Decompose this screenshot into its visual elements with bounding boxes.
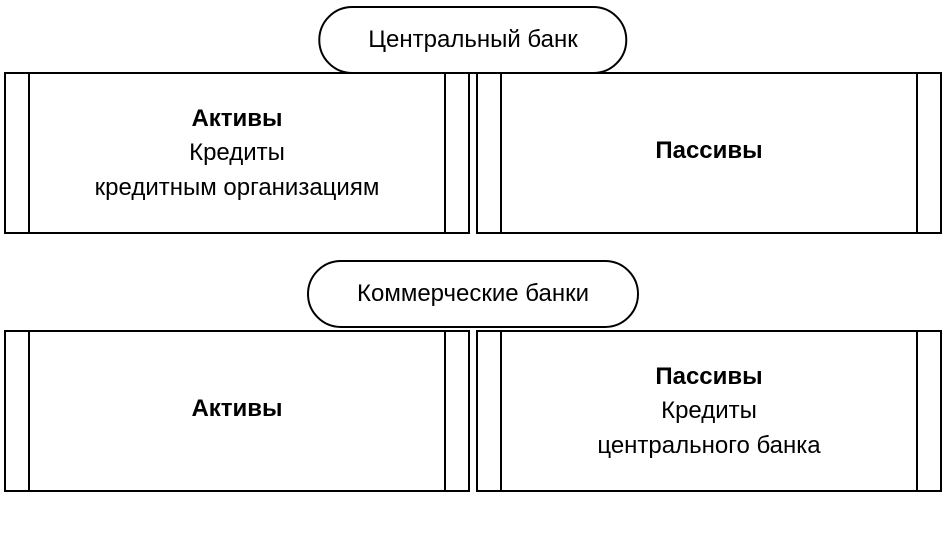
block-subline-2: кредитным организациям: [95, 172, 380, 204]
block-subline-1: Кредиты: [189, 137, 285, 169]
block-title: Пассивы: [655, 360, 762, 394]
block-title: Активы: [191, 102, 282, 136]
block-central-liabilities: Пассивы: [476, 72, 942, 234]
header-pill-central-bank: Центральный банк: [318, 6, 627, 74]
block-subline-1: Кредиты: [661, 395, 757, 427]
header-label: Центральный банк: [368, 26, 577, 53]
block-title: Пассивы: [655, 134, 762, 168]
block-commercial-liabilities: Пассивы Кредиты центрального банка: [476, 330, 942, 492]
block-commercial-assets: Активы: [4, 330, 470, 492]
header-label: Коммерческие банки: [357, 280, 589, 307]
row-commercial-banks: Активы Пассивы Кредиты центрального банк…: [4, 330, 942, 492]
row-central-bank: Активы Кредиты кредитным организациям Па…: [4, 72, 942, 234]
block-title: Активы: [191, 392, 282, 426]
header-pill-commercial-banks: Коммерческие банки: [307, 260, 639, 328]
bank-structure-diagram: Центральный банк Активы Кредиты кредитны…: [0, 0, 946, 548]
block-central-assets: Активы Кредиты кредитным организациям: [4, 72, 470, 234]
block-subline-2: центрального банка: [597, 430, 820, 462]
